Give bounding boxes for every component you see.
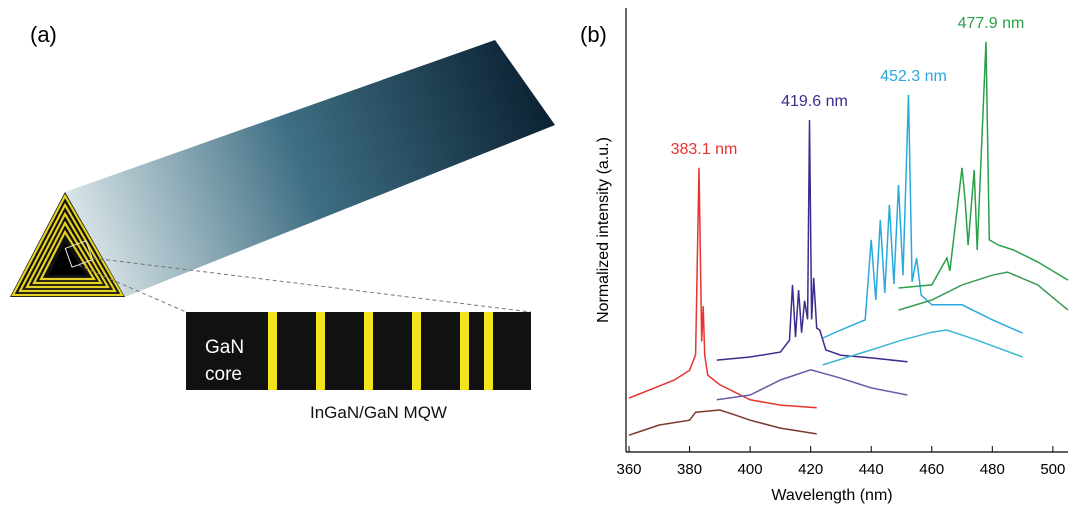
panel-label: (a)	[30, 22, 57, 47]
core-label: GaN	[205, 337, 244, 358]
qw-bars	[268, 312, 493, 390]
spectrum	[898, 271, 1069, 311]
core	[49, 243, 86, 275]
x-tick-label: 500	[1040, 461, 1065, 478]
zoom-line	[91, 257, 532, 313]
spectrum	[716, 120, 908, 363]
mqw-shells	[11, 193, 124, 297]
peak-label: 383.1 nm	[671, 141, 738, 158]
y-axis-label: Normalized intensity (a.u.)	[595, 137, 612, 323]
spectrum	[628, 409, 817, 436]
x-tick-label: 440	[859, 461, 884, 478]
peak-label: 419.6 nm	[781, 93, 848, 110]
panel-b: (b) Wavelength (nm) Normalized intensity…	[580, 8, 1069, 504]
spectrum	[716, 369, 908, 401]
x-tick-label: 360	[617, 461, 642, 478]
x-axis-label: Wavelength (nm)	[771, 487, 892, 504]
prism	[65, 40, 555, 297]
panel-label: (b)	[580, 22, 607, 47]
spectrum	[822, 94, 1023, 339]
mqw-label: InGaN/GaN MQW	[310, 403, 447, 422]
peak-label: 477.9 nm	[958, 15, 1025, 32]
x-tick-label: 380	[677, 461, 702, 478]
zoom-box	[64, 240, 94, 268]
spectrum	[822, 329, 1023, 366]
panel-a: (a) GaN core InGaN/GaN MQW	[10, 22, 555, 422]
spectrum	[898, 41, 1069, 289]
x-tick-label: 460	[919, 461, 944, 478]
core-label: core	[205, 364, 242, 385]
prism-face	[10, 192, 125, 297]
zoom-line	[77, 264, 187, 313]
x-tick-label: 400	[738, 461, 763, 478]
spectrum	[628, 167, 817, 409]
x-tick-label: 480	[980, 461, 1005, 478]
inset	[186, 312, 531, 390]
peak-label: 452.3 nm	[880, 68, 947, 85]
x-tick-label: 420	[798, 461, 823, 478]
